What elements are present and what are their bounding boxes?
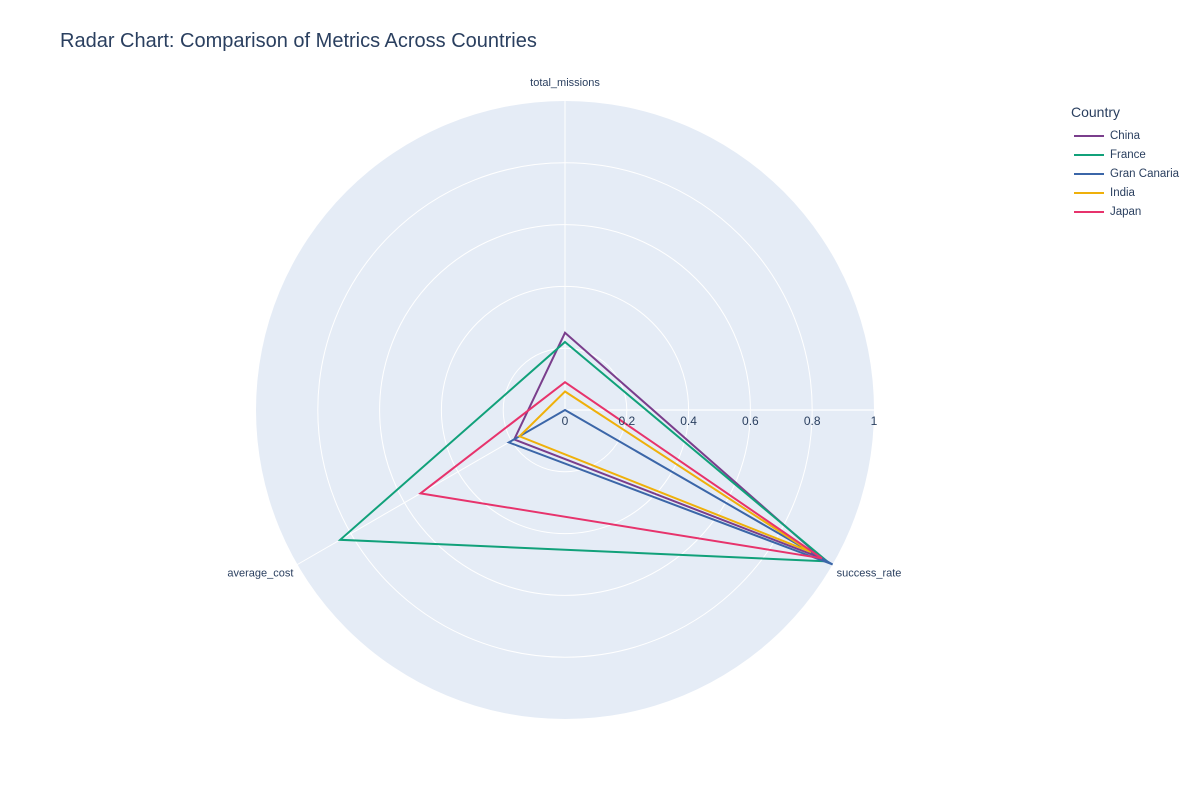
legend-swatch	[1074, 210, 1104, 213]
radial-tick-label: 0	[562, 414, 569, 428]
legend-items: China France Gran Canaria India Japan	[1071, 126, 1179, 221]
series-india[interactable]	[517, 390, 812, 554]
legend-swatch	[1074, 134, 1104, 137]
legend-item-india[interactable]: India	[1071, 183, 1179, 202]
chart-title: Radar Chart: Comparison of Metrics Acros…	[60, 30, 537, 52]
legend: Country China France Gran Canaria India Japa…	[1071, 104, 1179, 221]
series-japan[interactable]	[418, 380, 823, 560]
legend-label: India	[1110, 186, 1135, 199]
label-layer: 0 0.2 0.4 0.6 0.8 1 total_missions success_rate…	[227, 77, 901, 580]
legend-label: Gran Canaria	[1110, 167, 1180, 180]
axis-label-success-rate: success_rate	[837, 568, 902, 580]
legend-swatch	[1074, 153, 1104, 156]
radial-tick-label: 0.6	[742, 414, 759, 428]
series-gran-canaria[interactable]	[506, 408, 834, 566]
legend-label: Japan	[1110, 205, 1142, 218]
series-layer	[337, 331, 834, 566]
axis-label-total-missions: total_missions	[530, 77, 600, 89]
series-france[interactable]	[337, 340, 831, 563]
radial-tick-label: 0.4	[680, 414, 697, 428]
legend-item-china[interactable]: China	[1071, 126, 1179, 145]
legend-item-gran-canaria[interactable]: Gran Canaria	[1071, 164, 1179, 183]
axis-label-average-cost: average_cost	[227, 568, 293, 580]
series-china[interactable]	[512, 331, 823, 560]
legend-swatch	[1074, 191, 1104, 194]
legend-swatch	[1074, 172, 1104, 175]
legend-item-japan[interactable]: Japan	[1071, 202, 1179, 221]
legend-label: France	[1110, 148, 1146, 161]
radial-tick-label: 1	[871, 414, 878, 428]
legend-label: China	[1110, 129, 1141, 142]
radial-tick-label: 0.8	[804, 414, 821, 428]
legend-item-france[interactable]: France	[1071, 145, 1179, 164]
radial-tick-label: 0.2	[618, 414, 635, 428]
legend-title: Country	[1071, 104, 1121, 120]
